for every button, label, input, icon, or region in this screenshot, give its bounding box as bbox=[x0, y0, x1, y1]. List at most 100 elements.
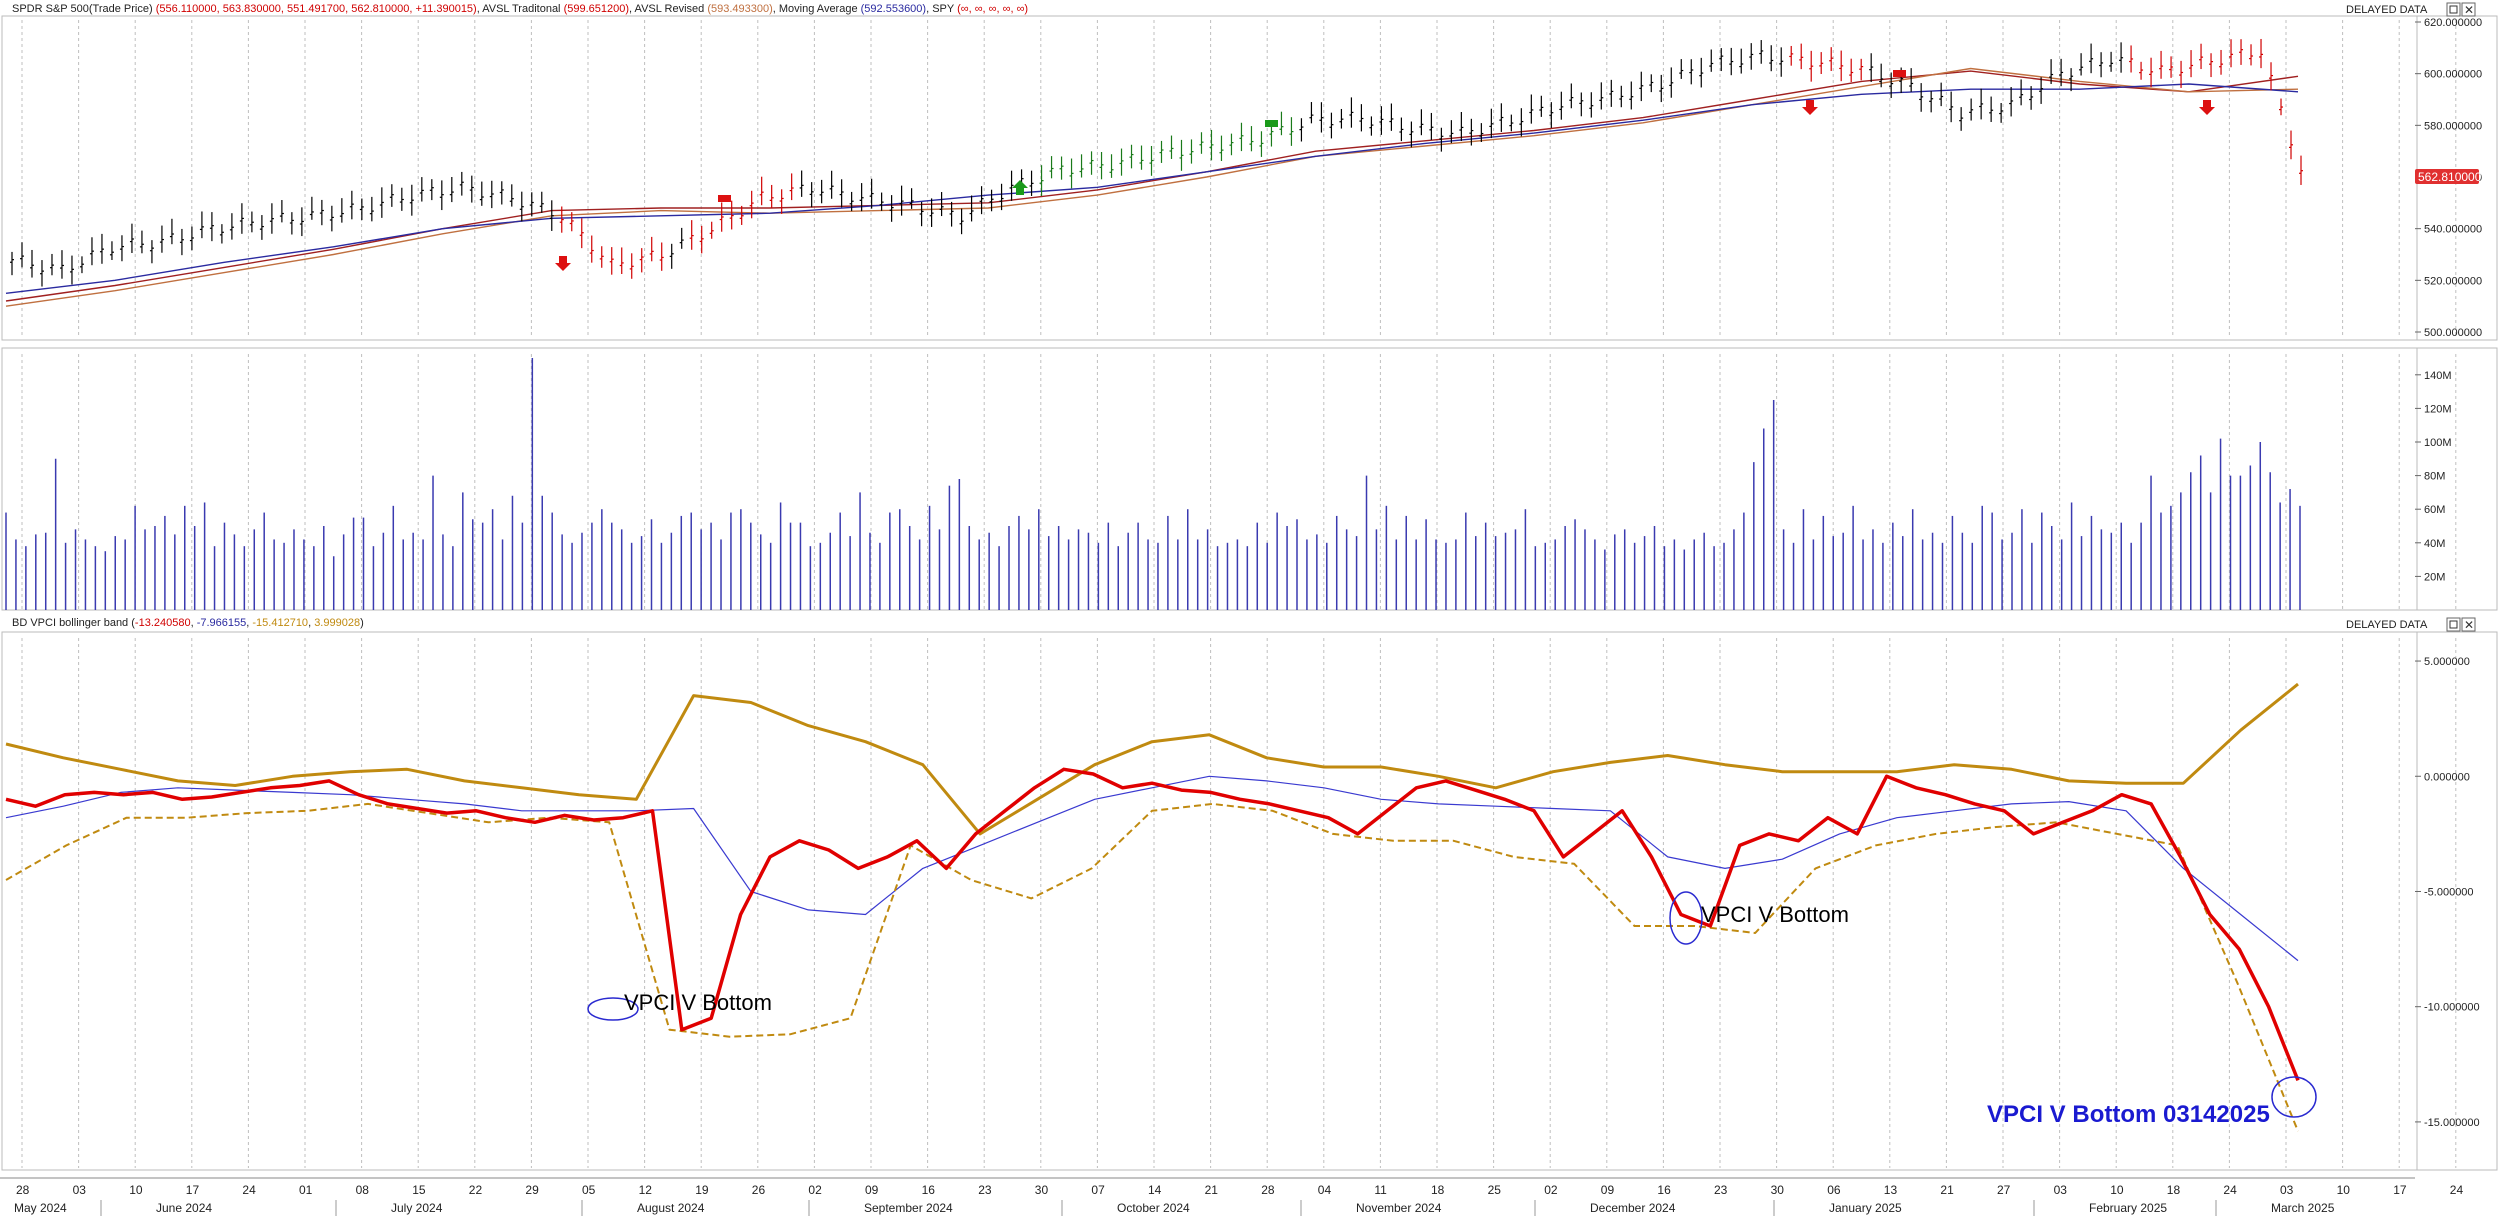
vpci-series-line bbox=[5, 775, 2299, 962]
vpci-tick-label: -15.000000 bbox=[2424, 1117, 2480, 1129]
down-arrow-icon bbox=[2199, 100, 2215, 115]
x-tick-label: 22 bbox=[469, 1183, 483, 1197]
indicator-maximize-button[interactable] bbox=[2446, 617, 2461, 632]
x-tick-label: 13 bbox=[1884, 1183, 1898, 1197]
annotation-2: VPCI V Bottom bbox=[1669, 891, 1849, 945]
volume-tick-label: 80M bbox=[2424, 471, 2445, 483]
vpci-axis: 5.000000 0.000000 -5.000000 -10.000000 -15.0… bbox=[2415, 656, 2480, 1129]
x-axis: 28 03 10 17 24 01 08 15 22 29 05 12 19 26 02 09 16 23 30 07… bbox=[0, 1177, 2464, 1216]
x-tick-label: 11 bbox=[1374, 1183, 1387, 1197]
indicator-delayed-label: DELAYED DATA bbox=[2346, 619, 2428, 631]
last-price-text: 562.810000 bbox=[2418, 170, 2482, 184]
x-tick-label: 07 bbox=[1091, 1183, 1105, 1197]
x-tick-label: 08 bbox=[356, 1183, 370, 1197]
up-arrow-icon bbox=[1012, 180, 1028, 195]
x-month-label: March 2025 bbox=[2271, 1201, 2335, 1215]
x-tick-label: 01 bbox=[299, 1183, 313, 1197]
panel-frames bbox=[1, 15, 2498, 1171]
annotation-circle bbox=[1669, 891, 1703, 945]
avsl-rev-value: (593.493300) bbox=[707, 3, 772, 15]
price-tick-label: 580.000000 bbox=[2424, 120, 2482, 132]
x-month-label: November 2024 bbox=[1356, 1201, 1442, 1215]
x-tick-label: 23 bbox=[1714, 1183, 1728, 1197]
indicator-header: BD VPCI bollinger band (-13.240580, -7.9… bbox=[12, 617, 364, 629]
x-tick-label: 09 bbox=[865, 1183, 879, 1197]
x-tick-label: 19 bbox=[695, 1183, 709, 1197]
volume-tick-label: 100M bbox=[2424, 437, 2452, 449]
x-tick-label: 17 bbox=[186, 1183, 200, 1197]
ohlc-values: (556.110000, 563.830000, 551.491700, 562… bbox=[156, 3, 477, 15]
signal-flag-icon bbox=[718, 195, 731, 202]
x-tick-label: 16 bbox=[1657, 1183, 1671, 1197]
price-tick-label: 520.000000 bbox=[2424, 275, 2482, 287]
price-type-label: (Trade Price) bbox=[89, 3, 153, 15]
x-tick-label: 18 bbox=[2167, 1183, 2181, 1197]
x-tick-label: 23 bbox=[978, 1183, 992, 1197]
x-tick-label: 04 bbox=[1318, 1183, 1332, 1197]
x-tick-label: 12 bbox=[639, 1183, 653, 1197]
down-arrow-icon bbox=[555, 256, 571, 271]
avsl-rev-label: AVSL Revised bbox=[635, 3, 705, 15]
x-tick-label: 10 bbox=[2110, 1183, 2124, 1197]
indicator-value-1: -13.240580 bbox=[135, 617, 191, 629]
annotation-text: VPCI V Bottom bbox=[624, 990, 772, 1015]
x-tick-label: 16 bbox=[922, 1183, 936, 1197]
close-button[interactable]: ✕ bbox=[2461, 2, 2476, 17]
overlay-line bbox=[5, 67, 2299, 307]
x-month-label: December 2024 bbox=[1590, 1201, 1676, 1215]
last-price-badge bbox=[2415, 169, 2479, 184]
maximize-button[interactable] bbox=[2446, 2, 2461, 17]
annotation-circle bbox=[2271, 1076, 2317, 1118]
overlay-line bbox=[5, 70, 2299, 302]
volume-tick-label: 120M bbox=[2424, 403, 2452, 415]
x-tick-label: 30 bbox=[1771, 1183, 1785, 1197]
vpci-tick-label: -10.000000 bbox=[2424, 1002, 2480, 1014]
volume-tick-label: 140M bbox=[2424, 370, 2452, 382]
x-tick-label: 02 bbox=[808, 1183, 822, 1197]
x-tick-label: 02 bbox=[1544, 1183, 1558, 1197]
x-month-label: January 2025 bbox=[1829, 1201, 1902, 1215]
vpci-tick-label: -5.000000 bbox=[2424, 886, 2474, 898]
indicator-label: BD VPCI bollinger band bbox=[12, 617, 128, 629]
spy-value: (∞, ∞, ∞, ∞, ∞) bbox=[957, 3, 1028, 15]
avsl-trad-label: AVSL Traditonal bbox=[482, 3, 560, 15]
x-tick-label: 28 bbox=[16, 1183, 30, 1197]
x-month-label: May 2024 bbox=[14, 1201, 67, 1215]
x-tick-label: 25 bbox=[1488, 1183, 1502, 1197]
x-tick-label: 24 bbox=[2450, 1183, 2464, 1197]
indicator-close-button[interactable]: ✕ bbox=[2461, 617, 2476, 632]
close-icon: ✕ bbox=[2464, 618, 2474, 632]
x-month-label: August 2024 bbox=[637, 1201, 705, 1215]
vpci-series-line bbox=[5, 682, 2299, 836]
x-tick-label: 03 bbox=[2054, 1183, 2068, 1197]
x-tick-label: 24 bbox=[242, 1183, 256, 1197]
vpci-series-line bbox=[5, 767, 2300, 1082]
signal-arrows bbox=[555, 70, 2215, 271]
volume-tick-label: 40M bbox=[2424, 538, 2445, 550]
price-tick-label: 620.000000 bbox=[2424, 17, 2482, 29]
maximize-icon bbox=[2449, 620, 2458, 629]
x-tick-label: 14 bbox=[1148, 1183, 1162, 1197]
panel-border bbox=[1, 631, 2418, 1171]
ma-value: (592.553600) bbox=[861, 3, 926, 15]
x-tick-label: 17 bbox=[2393, 1183, 2407, 1197]
close-icon: ✕ bbox=[2464, 3, 2474, 17]
x-tick-label: 21 bbox=[1940, 1183, 1954, 1197]
x-tick-label: 15 bbox=[412, 1183, 426, 1197]
x-tick-label: 30 bbox=[1035, 1183, 1049, 1197]
avsl-trad-value: (599.651200) bbox=[564, 3, 629, 15]
x-month-label: October 2024 bbox=[1117, 1201, 1190, 1215]
vpci-series-line bbox=[5, 802, 2299, 1132]
price-panel bbox=[5, 38, 2304, 307]
vpci-axis-frame bbox=[2416, 631, 2498, 1171]
indicator-value-3: -15.412710 bbox=[252, 617, 308, 629]
indicator-value-4: 3.999028 bbox=[314, 617, 360, 629]
x-tick-label: 28 bbox=[1261, 1183, 1275, 1197]
x-tick-label: 29 bbox=[525, 1183, 539, 1197]
vpci-tick-label: 5.000000 bbox=[2424, 656, 2470, 668]
spy-label: SPY bbox=[932, 3, 955, 15]
x-tick-label: 03 bbox=[73, 1183, 87, 1197]
annotation-1: VPCI V Bottom bbox=[587, 990, 772, 1021]
x-month-label: September 2024 bbox=[864, 1201, 953, 1215]
